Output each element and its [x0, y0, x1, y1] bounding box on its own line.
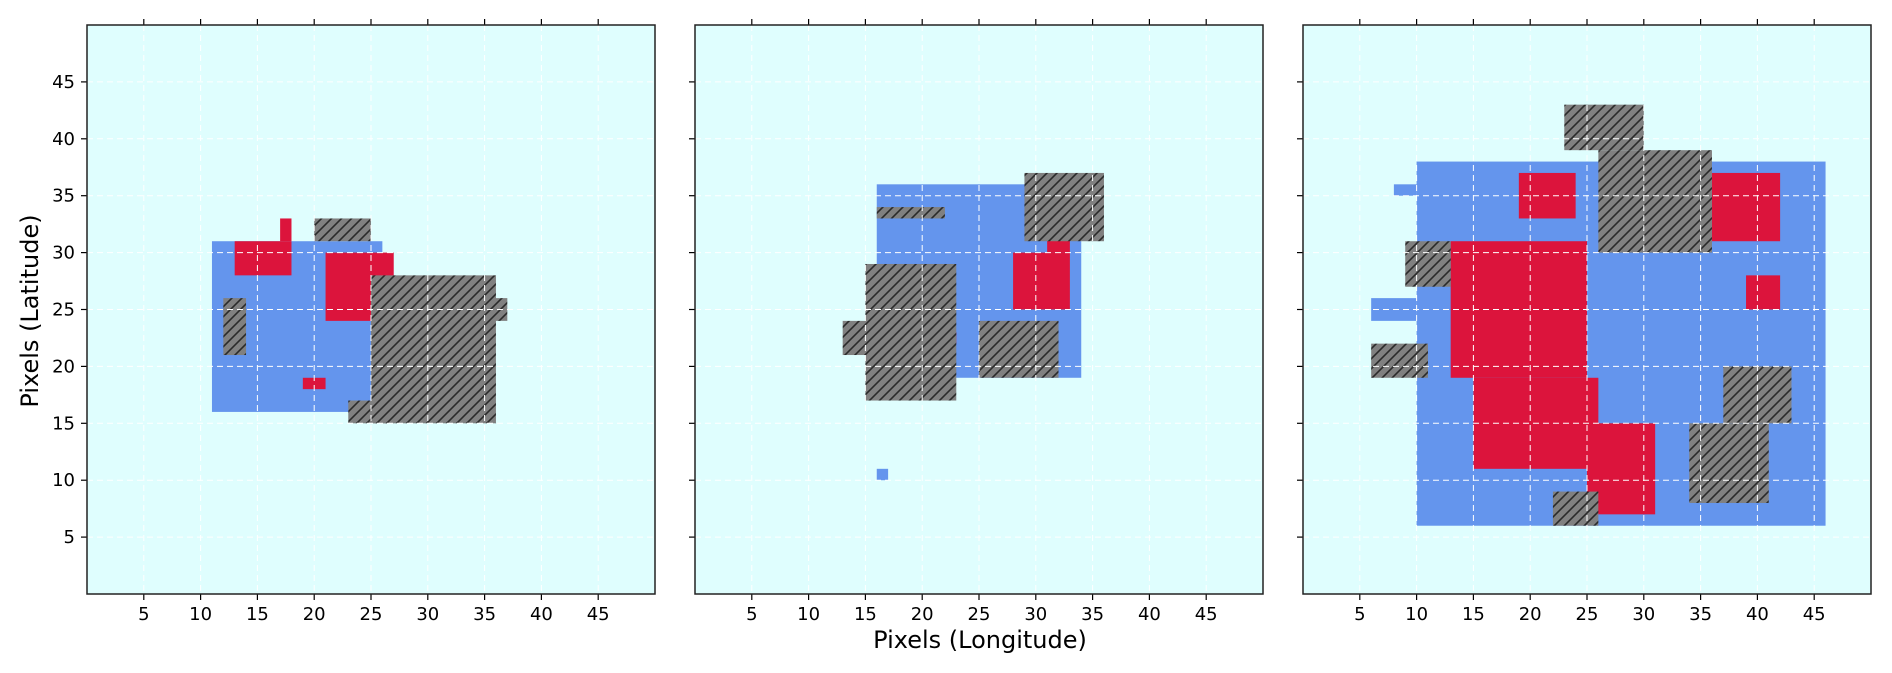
panel-left-ytick-label-40: 40	[52, 129, 75, 150]
panel-middle-xtick-label-40: 40	[1138, 604, 1161, 625]
panel-right-region-red-8	[1746, 275, 1781, 310]
panel-middle-region-hatched-7	[1024, 172, 1104, 242]
panel-left-xtick-label-35: 35	[473, 604, 496, 625]
panel-right-grid	[1303, 25, 1871, 594]
panel-right-ticks: 5 10 15 20 25 30 35 40 45	[1297, 19, 1826, 625]
panel-left-ytick-label-15: 15	[52, 413, 75, 434]
panel-left-xtick-label-30: 30	[416, 604, 439, 625]
panel-left-ytick-label-30: 30	[52, 243, 75, 264]
panel-left-xtick-label-40: 40	[530, 604, 553, 625]
panel-left-region-hatched-6	[314, 218, 371, 242]
panel-left-ytick-label-5: 5	[64, 527, 75, 548]
panel-right-xtick-label-45: 45	[1803, 604, 1826, 625]
panel-left-ytick-label-25: 25	[52, 300, 75, 321]
panel-left-ytick-label-45: 45	[52, 72, 75, 93]
panel-left-xtick-label-10: 10	[189, 604, 212, 625]
panel-middle-region-hatched-6	[979, 320, 1059, 378]
panel-right-xtick-label-20: 20	[1519, 604, 1542, 625]
panel-middle-xtick-label-20: 20	[911, 604, 934, 625]
panel-left-region-hatched-7	[223, 298, 247, 356]
panel-right: 5 10 15 20 25 30 35 40 45	[1297, 19, 1872, 625]
panel-right-region-hatched-12	[1405, 241, 1451, 287]
panel-left-region-red-1	[234, 241, 292, 276]
panel-left-xtick-label-15: 15	[246, 604, 269, 625]
panel-right-xtick-label-25: 25	[1576, 604, 1599, 625]
panel-right-region-hatched-13	[1371, 343, 1428, 378]
panel-right-xtick-label-15: 15	[1462, 604, 1485, 625]
panel-left-ytick-label-20: 20	[52, 356, 75, 377]
panel-left-frame	[86, 24, 656, 595]
panel-left-grid	[87, 25, 655, 594]
panel-middle-frame	[694, 24, 1264, 595]
panel-middle-grid	[695, 25, 1263, 594]
panel-left-ytick-label-10: 10	[52, 470, 75, 491]
panel-left-xtick-label-25: 25	[360, 604, 383, 625]
panel-right-region-hatched-11	[1689, 423, 1769, 503]
panel-right-xtick-label-10: 10	[1405, 604, 1428, 625]
panel-right-xtick-label-30: 30	[1632, 604, 1655, 625]
panel-left-region-hatched-8	[348, 400, 394, 424]
panel-right-xtick-label-35: 35	[1689, 604, 1712, 625]
panel-left-region-red-4	[302, 377, 326, 390]
panel-middle: 5 10 15 20 25 30 35 40 45	[689, 19, 1264, 625]
panel-left: 5 10 15 20 25 30 35 40 45 5 10 15 20 25 30 35 40 45	[52, 19, 656, 625]
panel-left-ticks: 5 10 15 20 25 30 35 40 45 5 10 15 20 25 30 35 40 45	[52, 19, 610, 625]
panel-left-xtick-label-5: 5	[138, 604, 149, 625]
panel-middle-xtick-label-35: 35	[1081, 604, 1104, 625]
y-axis-title: Pixels (Latitude)	[16, 214, 44, 407]
panel-middle-xtick-label-25: 25	[968, 604, 991, 625]
panel-right-frame	[1302, 24, 1872, 595]
x-axis-title: Pixels (Longitude)	[873, 626, 1087, 654]
panel-middle-xtick-label-30: 30	[1024, 604, 1047, 625]
panel-middle-region-hatched-5	[865, 263, 957, 401]
panel-left-ytick-label-35: 35	[52, 186, 75, 207]
panel-middle-region-hatched-8	[842, 320, 877, 356]
panel-right-region-hatched-14	[1552, 491, 1599, 526]
panel-middle-region-red-2	[1013, 252, 1070, 310]
panel-middle-xtick-label-10: 10	[797, 604, 820, 625]
panel-middle-ticks: 5 10 15 20 25 30 35 40 45	[689, 19, 1218, 625]
panel-right-region-hatched-15	[1723, 366, 1792, 424]
panel-left-xtick-label-45: 45	[587, 604, 610, 625]
panel-middle-region-hatched-9	[876, 207, 945, 219]
panel-right-xtick-label-40: 40	[1746, 604, 1769, 625]
panel-right-region-blue-1	[1393, 184, 1417, 196]
panel-right-xtick-label-5: 5	[1354, 604, 1365, 625]
panel-middle-xtick-label-15: 15	[854, 604, 877, 625]
panel-right-region-hatched-9	[1598, 150, 1712, 253]
panel-left-xtick-label-20: 20	[303, 604, 326, 625]
panel-right-region-red-6	[1711, 172, 1781, 242]
panel-right-region-hatched-10	[1564, 104, 1644, 151]
panel-middle-xtick-label-5: 5	[746, 604, 757, 625]
panel-middle-region-blue-1	[876, 468, 889, 481]
panel-left-region-red-2	[280, 218, 292, 242]
panel-middle-xtick-label-45: 45	[1195, 604, 1218, 625]
